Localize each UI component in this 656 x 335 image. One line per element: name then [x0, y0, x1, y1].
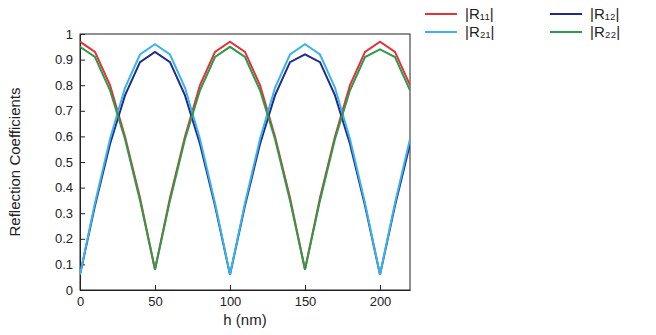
legend-swatch [550, 31, 582, 33]
tick-label: 0 [66, 283, 73, 298]
tick: 1 [66, 27, 85, 42]
tick-label: 0.1 [55, 257, 73, 272]
tick-label: 0.3 [55, 206, 73, 221]
tick: 0.4 [55, 180, 85, 195]
tick-label: 200 [370, 294, 392, 309]
tick: 0.5 [55, 155, 85, 170]
tick: 0.8 [55, 78, 85, 93]
tick-label: 0.8 [55, 78, 73, 93]
tick-mark [80, 60, 85, 61]
tick-label: 0.5 [55, 155, 73, 170]
legend-item: |R₂₂| [550, 23, 620, 40]
tick: 0.6 [55, 129, 85, 144]
legend-swatch [550, 13, 582, 15]
tick-label: 150 [295, 294, 317, 309]
legend-item: |R₁₂| [550, 5, 620, 22]
tick-mark [80, 136, 85, 137]
chart: 0 50 100 150 200 0 0.1 0.2 0.3 0.4 0.5 0.6 0.7 0.8 0.9… [0, 0, 656, 335]
tick: 50 [148, 285, 162, 309]
tick-label: 0 [77, 294, 84, 309]
legend-swatch [425, 13, 457, 15]
tick-mark [80, 239, 85, 240]
tick: 0.3 [55, 206, 85, 221]
tick-label: 50 [148, 294, 162, 309]
tick: 150 [295, 285, 317, 309]
tick-mark [80, 162, 85, 163]
plot-frame [80, 34, 410, 290]
legend-item: |R₂₁| [425, 23, 495, 40]
legend-label: |R₂₂| [590, 23, 620, 40]
tick-mark [305, 285, 306, 290]
legend-item: |R₁₁| [425, 5, 494, 22]
tick-label: 100 [220, 294, 242, 309]
plot-area: 0 50 100 150 200 0 0.1 0.2 0.3 0.4 0.5 0.6 0.7 0.8 0.9… [55, 27, 411, 310]
tick-label: 0.9 [55, 52, 73, 67]
tick-mark [380, 285, 381, 290]
tick-mark [155, 285, 156, 290]
tick-mark [80, 34, 85, 35]
tick: 0.2 [55, 231, 85, 246]
series-line [80, 44, 410, 274]
series-line [80, 52, 410, 275]
legend-label: |R₂₁| [465, 23, 495, 40]
tick-label: 0.2 [55, 231, 73, 246]
tick: 0 [66, 283, 85, 298]
legend: |R₁₁| |R₁₂| |R₂₁| |R₂₂| [425, 5, 620, 40]
tick: 0.7 [55, 103, 85, 118]
legend-swatch [425, 31, 457, 33]
y-axis: 0 0.1 0.2 0.3 0.4 0.5 0.6 0.7 0.8 0.9 1 [55, 27, 85, 298]
series-group [80, 42, 410, 275]
tick-mark [80, 213, 85, 214]
tick-mark [80, 85, 85, 86]
tick-mark [80, 290, 85, 291]
tick-label: 1 [66, 27, 73, 42]
tick-label: 0.6 [55, 129, 73, 144]
tick: 0.9 [55, 52, 85, 67]
legend-label: |R₁₂| [590, 5, 620, 22]
legend-label: |R₁₁| [465, 5, 494, 22]
y-axis-title: Reflection Coefficients [6, 88, 23, 237]
series-line [80, 47, 410, 270]
tick: 200 [370, 285, 392, 309]
axis-line [81, 290, 411, 291]
tick: 100 [220, 285, 242, 309]
tick-label: 0.4 [55, 180, 73, 195]
x-axis: 0 50 100 150 200 [77, 285, 411, 309]
tick-mark [80, 111, 85, 112]
tick-mark [80, 188, 85, 189]
tick-mark [230, 285, 231, 290]
x-axis-title: h (nm) [223, 311, 266, 328]
tick-label: 0.7 [55, 103, 73, 118]
